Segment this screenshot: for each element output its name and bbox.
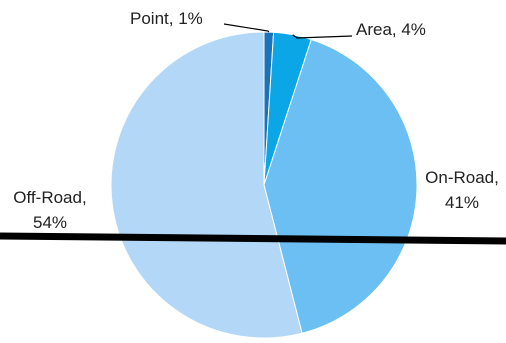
pie-slices	[110, 31, 418, 339]
pie-slice-off-road	[110, 31, 303, 339]
leader-lines	[223, 23, 353, 39]
label-on-road-pct: 41%	[445, 193, 479, 212]
label-off-road-name: Off-Road,	[13, 188, 86, 207]
label-area: Area, 4%	[356, 20, 426, 39]
label-point: Point, 1%	[130, 9, 203, 28]
label-off-road-pct: 54%	[33, 213, 67, 232]
leader-point	[223, 23, 270, 33]
label-on-road-name: On-Road,	[425, 168, 499, 187]
leader-area	[292, 34, 353, 39]
pie-slice-on-road	[263, 38, 418, 334]
horizontal-black-bar	[0, 232, 506, 245]
